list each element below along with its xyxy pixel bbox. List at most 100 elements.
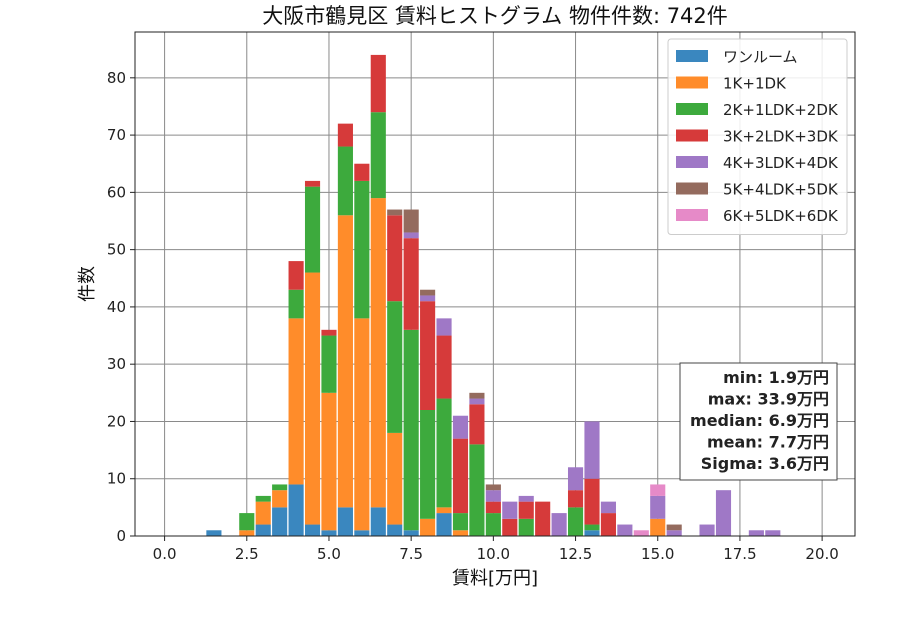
bar-segment [518,518,534,536]
bar-segment [354,530,370,536]
legend-swatch [676,156,708,168]
legend-entry: 5K+4LDK+5DK [723,181,839,199]
bar-segment [567,490,584,508]
x-tick-label: 10.0 [477,545,510,563]
bar-segment [288,318,304,485]
legend-swatch [676,129,708,142]
plot-frame [134,31,856,537]
bar-segment [436,507,452,514]
bar-segment [337,123,353,147]
bar-segment [420,295,436,302]
bar-segment [321,530,337,536]
x-axis-label: 賃料[万円] [452,568,538,589]
bar-segment [666,530,682,536]
legend-swatch [676,50,708,62]
bar-segment [370,198,386,508]
stats-line: max: 33.9万円 [708,390,829,409]
legend-swatch [676,209,708,221]
bar-segment [288,261,304,290]
bar-segment [370,112,386,199]
bar-segment [469,404,485,445]
legend-entry: 6K+5LDK+6DK [723,207,839,225]
bar-segment [403,329,419,531]
bar-segment [272,507,288,536]
bar-segment [535,501,551,536]
bar-segment [485,490,501,502]
stats-box-frame [679,362,838,481]
bar-segment [551,513,567,536]
bars [206,54,781,536]
bar-segment [518,501,534,519]
bar-segment [403,232,419,239]
bar-segment [650,495,666,519]
bar-segment [436,335,452,399]
bar-segment [206,530,222,536]
bar-segment [354,318,370,531]
bar-segment [666,524,682,531]
bar-segment [321,335,337,393]
x-tick-label: 17.5 [723,545,756,563]
y-tick-label: 80 [107,69,126,87]
bar-segment [436,513,452,536]
bar-segment [485,513,501,536]
bar-segment [288,484,304,536]
bar-segment [420,518,436,536]
y-tick-label: 50 [107,241,126,259]
bar-segment [584,524,600,531]
bar-segment [387,301,403,433]
bar-segment [567,507,584,536]
bar-segment [403,238,419,330]
bar-segment [255,524,271,536]
bar-segment [452,513,469,531]
stats-line: Sigma: 3.6万円 [701,454,829,473]
y-tick-label: 10 [107,470,126,488]
legend-entry: 3K+2LDK+3DK [723,128,839,146]
bar-segment [518,495,534,502]
bar-segment [354,180,370,319]
bar-segment [387,524,403,536]
stats-line: mean: 7.7万円 [707,433,829,452]
chart-title: 大阪市鶴見区 賃料ヒストグラム 物件件数: 742件 [262,4,728,28]
bar-segment [239,513,255,531]
bar-segment [436,398,452,508]
bar-segment [502,501,518,519]
bar-segment [272,484,288,491]
y-tick-label: 0 [116,527,126,545]
bar-segment [469,444,485,536]
bar-segment [420,289,436,296]
bar-segment [765,530,781,536]
legend-swatch [676,76,708,89]
bar-segment [715,490,732,536]
stats-box: min: 1.9万円 max: 33.9万円 median: 6.9万円 mean: … [679,362,838,481]
y-tick-label: 60 [107,183,126,201]
bar-segment [288,289,304,319]
bar-segment [337,215,353,508]
bar-segment [387,215,403,302]
legend-swatch [676,103,708,115]
legend-entry: 1K+1DK [723,75,787,93]
bar-segment [354,163,370,181]
bar-segment [239,530,255,536]
bar-segment [600,501,616,514]
bar-segment [584,478,600,525]
bar-segment [370,54,386,113]
bar-segment [255,495,271,502]
bar-segment [370,507,386,536]
bar-segment [272,490,288,508]
bar-segment [387,432,403,525]
y-tick-label: 20 [107,412,126,430]
bar-segment [452,415,469,439]
bar-segment [337,146,353,216]
x-tick-label: 5.0 [317,545,341,563]
bar-segment [469,392,485,399]
bar-segment [584,421,600,479]
y-tick-label: 70 [107,126,126,144]
bar-segment [485,501,501,514]
legend-entry: 4K+3LDK+4DK [723,154,839,172]
bar-segment [304,524,321,536]
legend-box [667,38,848,235]
bar-segment [304,272,321,525]
legend-swatch [676,182,708,195]
bar-segment [617,524,633,536]
